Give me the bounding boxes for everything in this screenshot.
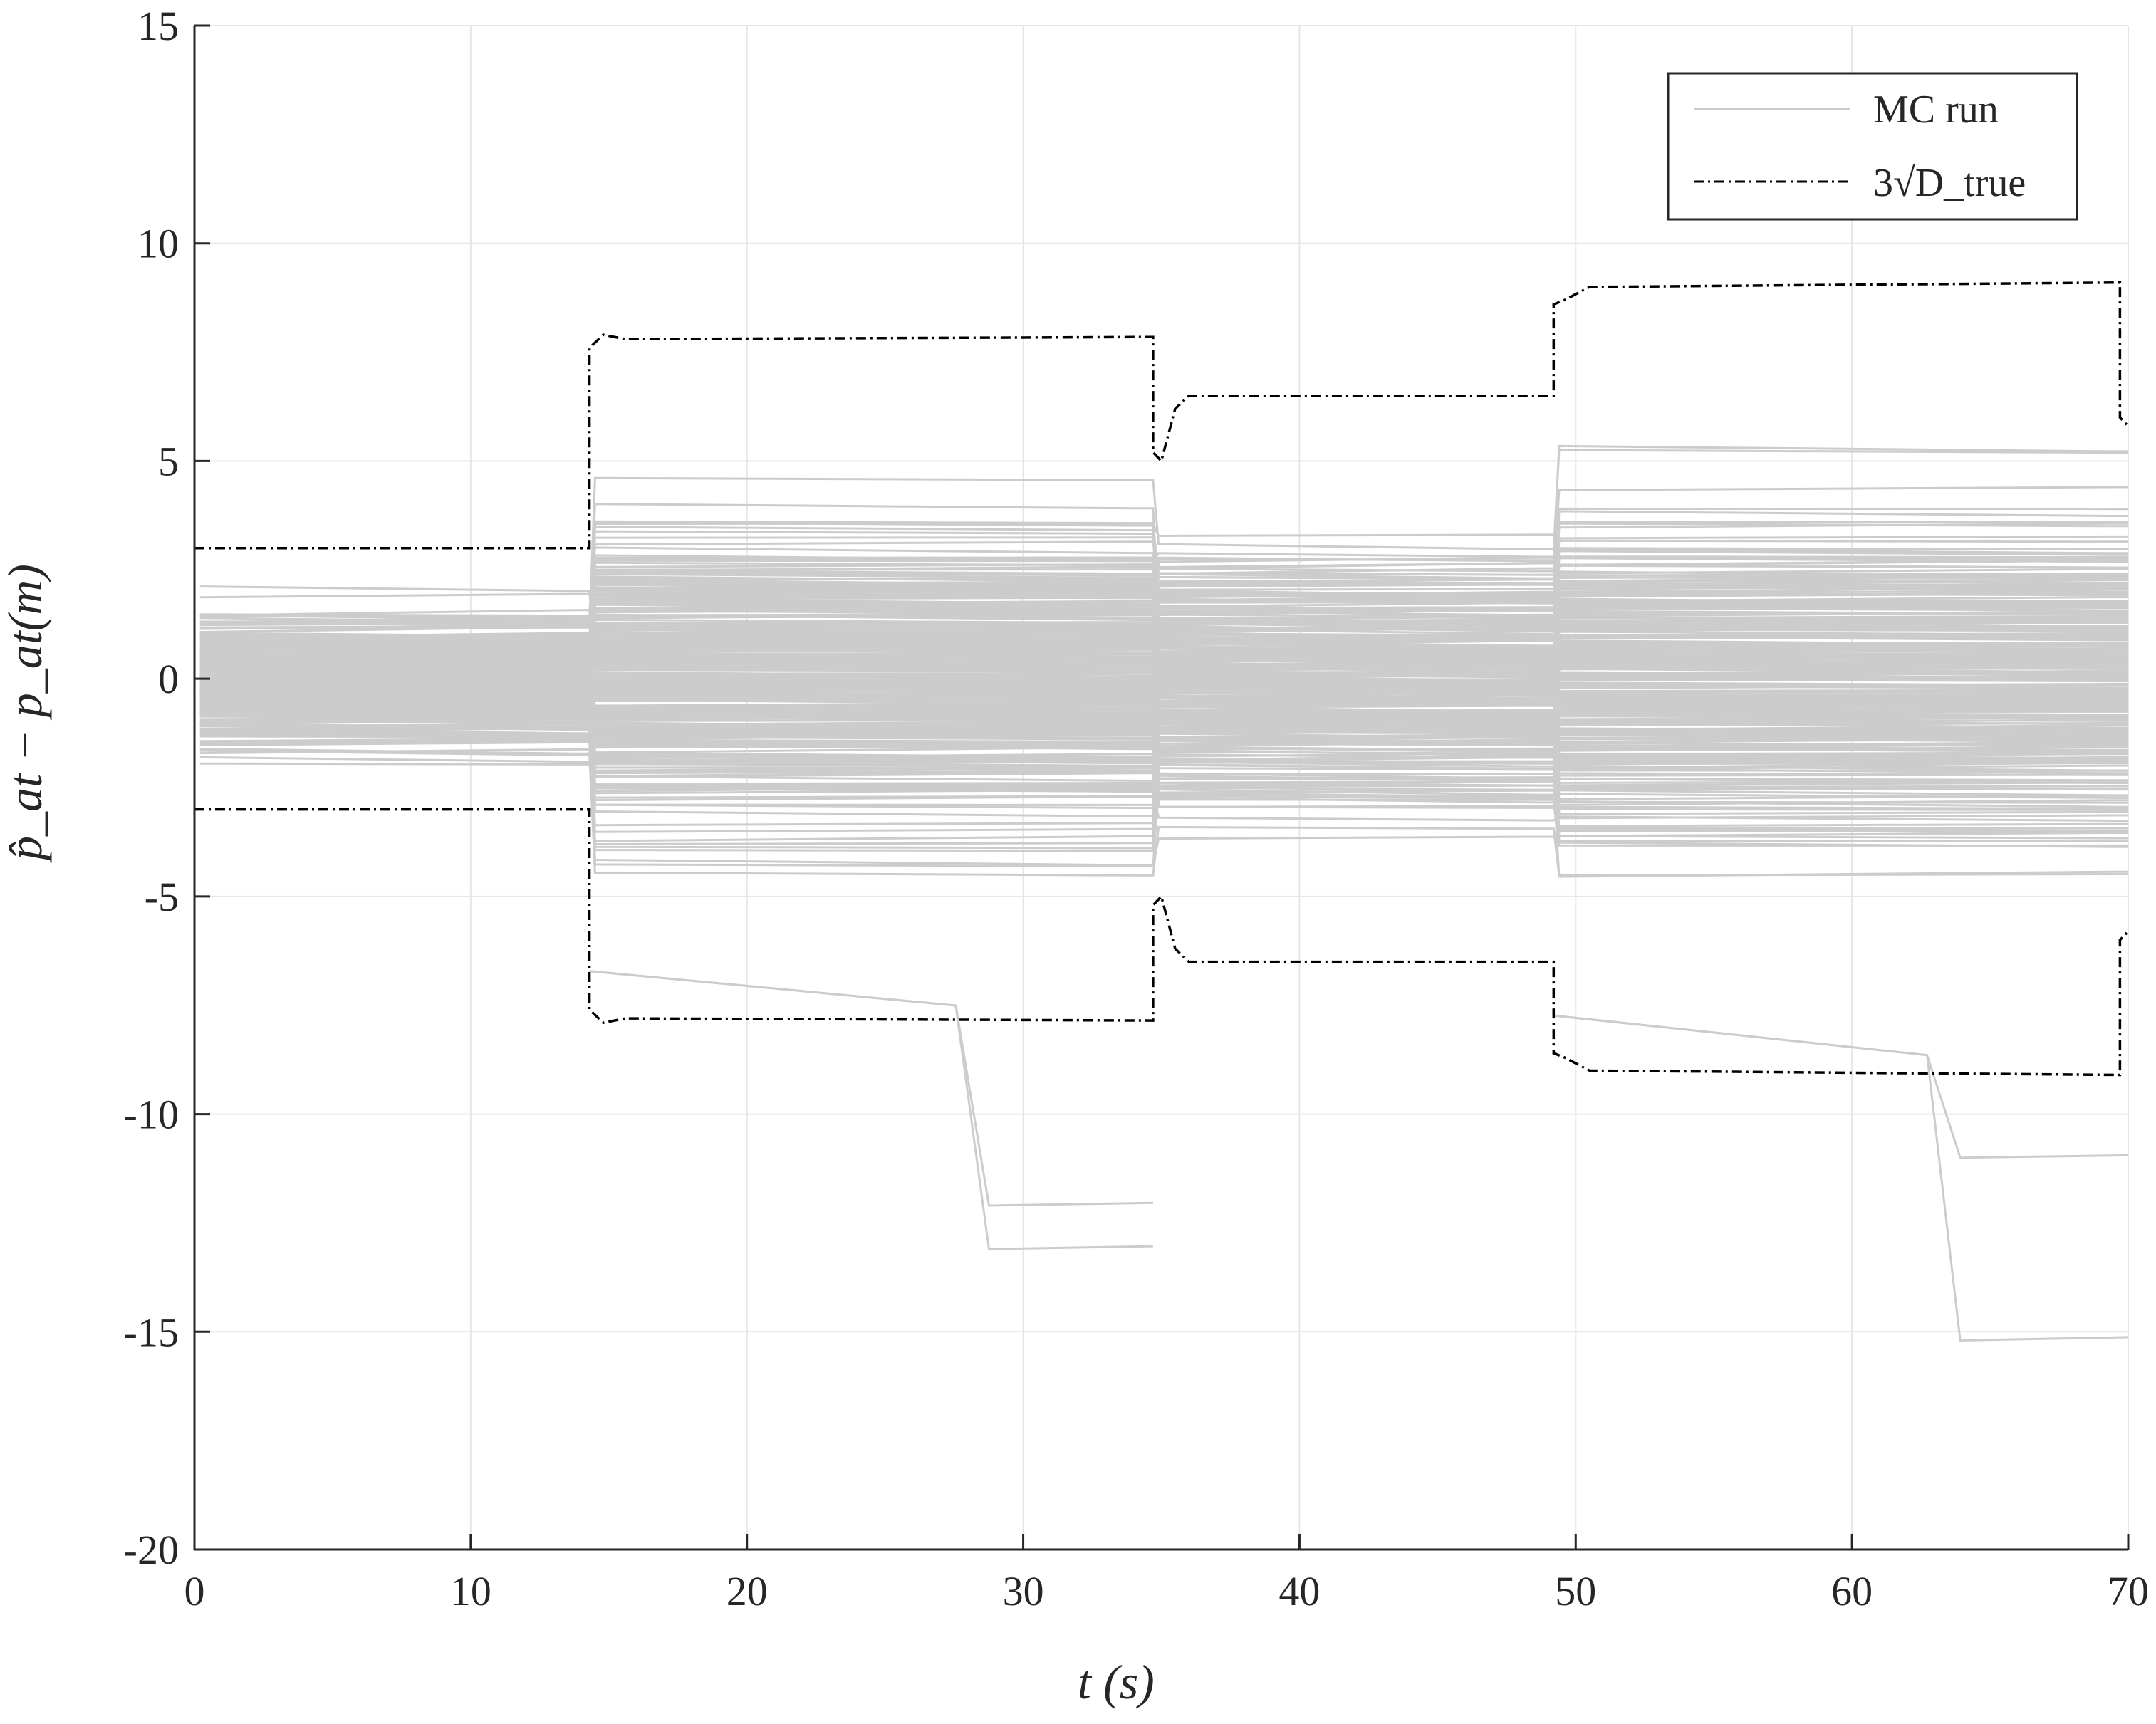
y-tick-label: -10 bbox=[124, 1092, 179, 1138]
mc-run-line bbox=[199, 739, 2128, 833]
mc-run-line-extreme bbox=[589, 970, 1153, 1207]
y-tick-label: 10 bbox=[137, 221, 179, 267]
mc-run-line-extreme bbox=[1553, 1014, 2129, 1159]
axes bbox=[193, 24, 2130, 1551]
mc-run-line bbox=[199, 642, 2128, 741]
mc-run-line-extreme bbox=[1553, 1014, 2129, 1342]
x-tick-label: 20 bbox=[727, 1568, 768, 1614]
tick-labels: 0 10 20 30 40 50 60 70 -20 -15 -10 -5 0 5 10 15 bbox=[124, 3, 2149, 1614]
mc-run-line-extreme bbox=[589, 970, 1153, 1250]
x-tick-label: 40 bbox=[1279, 1568, 1320, 1614]
bound-line-lower bbox=[194, 808, 2130, 1077]
mc-run-line bbox=[199, 590, 2128, 710]
mc-run-line bbox=[199, 684, 2128, 775]
x-tick-label: 30 bbox=[1003, 1568, 1044, 1614]
bound-lines bbox=[194, 281, 2130, 1077]
y-axis-title: p̂_at − p_at(m) bbox=[0, 564, 52, 863]
mc-run-lines bbox=[199, 444, 2129, 1342]
legend-label-mc-run: MC run bbox=[1873, 88, 1999, 132]
x-tick-label: 50 bbox=[1555, 1568, 1596, 1614]
x-axis-title: t (s) bbox=[1078, 1655, 1155, 1709]
mc-run-line bbox=[199, 749, 2128, 877]
bound-line-upper bbox=[194, 281, 2130, 550]
x-tick-label: 0 bbox=[184, 1568, 205, 1614]
y-tick-label: -20 bbox=[124, 1527, 179, 1573]
legend-label-bound: 3√D_true bbox=[1873, 161, 2026, 205]
mc-run-line bbox=[199, 637, 2128, 736]
y-tick-label: 15 bbox=[137, 3, 179, 49]
y-tick-label: -5 bbox=[145, 874, 179, 920]
mc-run-line bbox=[199, 584, 2128, 682]
x-tick-label: 60 bbox=[1831, 1568, 1873, 1614]
mc-run-line bbox=[199, 709, 2128, 850]
y-tick-label: -15 bbox=[124, 1309, 179, 1355]
mc-run-line bbox=[199, 612, 2128, 638]
x-tick-label: 70 bbox=[2108, 1568, 2149, 1614]
y-tick-label: 5 bbox=[158, 438, 179, 484]
legend: MC run 3√D_true bbox=[1667, 72, 2078, 221]
mc-run-line bbox=[199, 526, 2128, 648]
x-tick-label: 10 bbox=[450, 1568, 491, 1614]
y-tick-label: 0 bbox=[158, 656, 179, 702]
legend-box bbox=[1667, 72, 2078, 221]
